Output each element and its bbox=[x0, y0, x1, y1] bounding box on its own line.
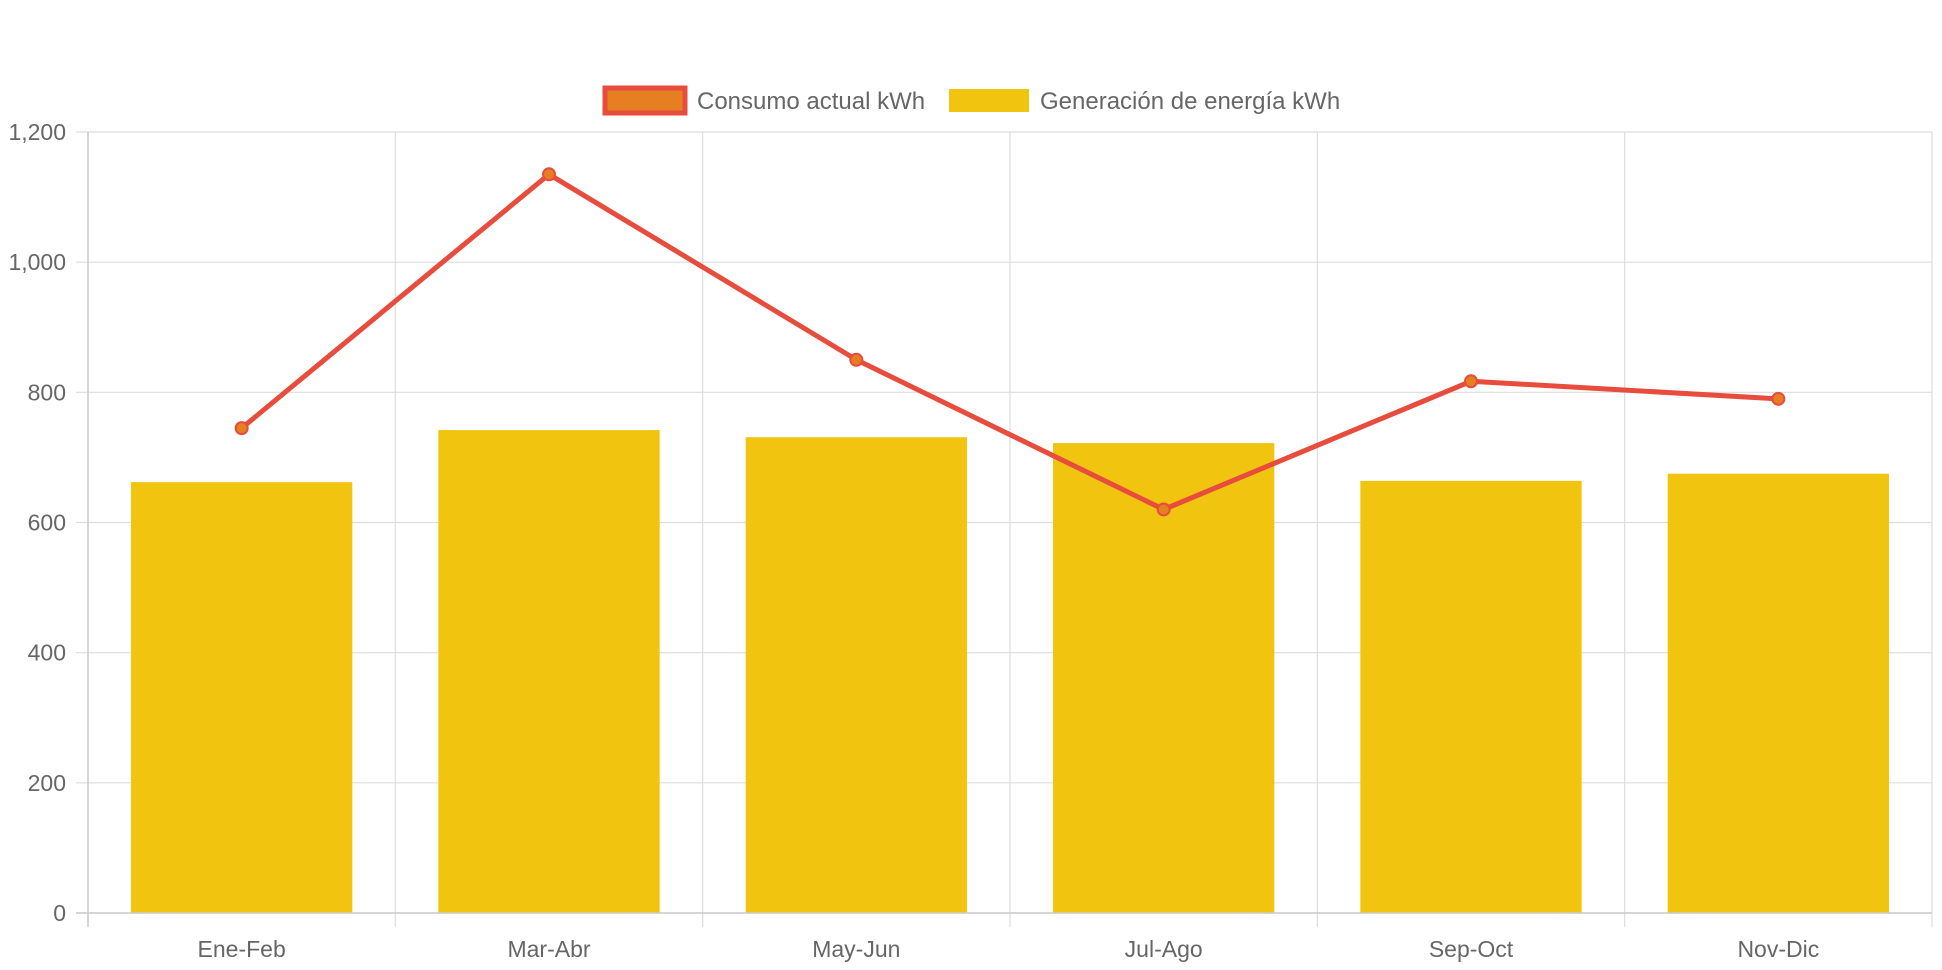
line-consumo bbox=[240, 171, 1779, 512]
x-tick-label: Ene-Feb bbox=[198, 936, 286, 962]
bar-Mar-Abr[interactable] bbox=[438, 430, 660, 913]
x-tick-label: May-Jun bbox=[812, 936, 900, 962]
x-tick-label: Sep-Oct bbox=[1429, 936, 1514, 962]
bar-May-Jun[interactable] bbox=[745, 437, 967, 913]
legend-label-consumo[interactable]: Consumo actual kWh bbox=[697, 88, 925, 115]
y-tick-label: 600 bbox=[28, 510, 66, 536]
y-tick-label: 1,000 bbox=[8, 249, 66, 275]
bar-Ene-Feb[interactable] bbox=[131, 482, 353, 913]
axes: 0 200 400 600 800 1,000 1,200 Ene-Feb Mar-Abr May… bbox=[8, 119, 1932, 962]
bar-Sep-Oct[interactable] bbox=[1360, 480, 1582, 913]
grid bbox=[76, 131, 1933, 927]
line-series bbox=[234, 167, 1786, 517]
bars bbox=[131, 430, 1889, 913]
bar-Jul-Ago[interactable] bbox=[1053, 443, 1275, 913]
point-Ene-Feb[interactable] bbox=[234, 421, 249, 436]
bar-Nov-Dic[interactable] bbox=[1667, 473, 1889, 913]
point-May-Jun[interactable] bbox=[849, 352, 864, 367]
y-tick-label: 400 bbox=[28, 640, 66, 666]
point-Jul-Ago[interactable] bbox=[1156, 502, 1171, 517]
y-tick-label: 800 bbox=[28, 379, 66, 405]
y-tick-label: 0 bbox=[53, 900, 66, 926]
legend-swatch-generacion[interactable] bbox=[949, 89, 1029, 112]
point-Nov-Dic[interactable] bbox=[1771, 391, 1786, 406]
legend: Consumo actual kWh Generación de energía… bbox=[602, 85, 1340, 116]
x-tick-label: Mar-Abr bbox=[507, 936, 590, 962]
point-Sep-Oct[interactable] bbox=[1464, 374, 1478, 389]
legend-label-generacion[interactable]: Generación de energía kWh bbox=[1040, 88, 1340, 115]
y-tick-label: 200 bbox=[28, 770, 66, 796]
y-tick-label: 1,200 bbox=[8, 119, 66, 145]
legend-swatch-consumo[interactable] bbox=[602, 85, 688, 116]
x-tick-label: Nov-Dic bbox=[1737, 936, 1819, 962]
x-tick-label: Jul-Ago bbox=[1125, 936, 1203, 962]
point-Mar-Abr[interactable] bbox=[542, 167, 556, 182]
